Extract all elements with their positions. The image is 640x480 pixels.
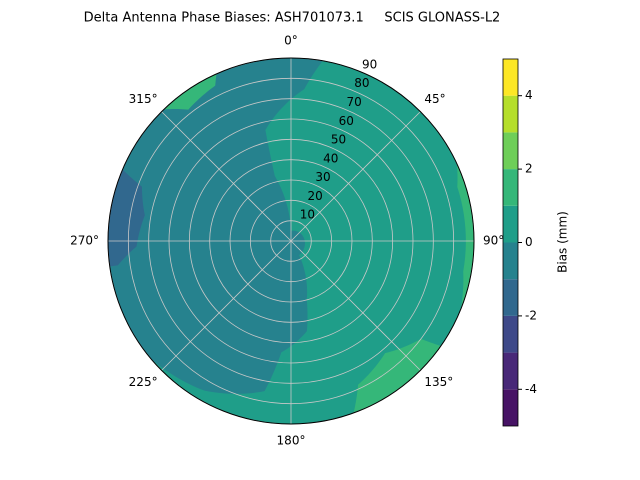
r-tick-label: 90 — [362, 57, 377, 71]
theta-tick-label: 90° — [483, 234, 504, 248]
theta-tick-label: 225° — [129, 375, 158, 389]
theta-tick-label: 45° — [424, 92, 445, 106]
contour-region — [456, 163, 474, 310]
r-tick-label: 70 — [346, 95, 361, 109]
r-tick-label: 50 — [331, 133, 346, 147]
theta-tick-label: 315° — [129, 92, 158, 106]
r-tick-label: 10 — [300, 208, 315, 222]
theta-tick-label: 0° — [284, 34, 298, 48]
contour-region — [150, 60, 474, 424]
colorbar-band — [503, 242, 518, 280]
grid-spoke — [290, 111, 421, 242]
colorbar-label: Bias (mm) — [556, 211, 570, 273]
colorbar-tick-label: -2 — [525, 308, 537, 322]
polar-frame — [107, 57, 475, 425]
r-tick-label: 30 — [315, 170, 330, 184]
grid-spoke — [161, 240, 292, 371]
colorbar-band — [503, 315, 518, 353]
colorbar-tick-label: 2 — [525, 162, 533, 176]
colorbar-band — [503, 59, 518, 96]
r-tick-label: 40 — [323, 151, 338, 165]
theta-tick-label: 270° — [70, 234, 99, 248]
colorbar-tick-label: 4 — [525, 88, 533, 102]
colorbar-tick-label: -4 — [525, 382, 537, 396]
colorbar-tick-label: 0 — [525, 235, 533, 249]
colorbar-band — [503, 205, 518, 243]
grid-spoke — [161, 111, 292, 242]
colorbar-band — [503, 132, 518, 170]
colorbar-band — [503, 95, 518, 133]
r-tick-label: 20 — [308, 189, 323, 203]
r-tick-label: 80 — [354, 76, 369, 90]
contour-region — [163, 73, 217, 110]
grid-spoke — [290, 240, 421, 371]
theta-tick-label: 180° — [277, 434, 306, 448]
contour-region — [353, 338, 441, 413]
chart-title: Delta Antenna Phase Biases: ASH701073.1 … — [84, 11, 501, 26]
colorbar-band — [503, 279, 518, 316]
theta-tick-label: 135° — [424, 375, 453, 389]
colorbar-band — [503, 389, 518, 426]
r-tick-label: 60 — [339, 114, 354, 128]
colorbar-band — [503, 169, 518, 206]
colorbar-band — [503, 352, 518, 390]
overlay: 10 20 30 40 50 60 70 80 90 0° 45° 90° 135° 180° 225° 27… — [70, 34, 504, 448]
